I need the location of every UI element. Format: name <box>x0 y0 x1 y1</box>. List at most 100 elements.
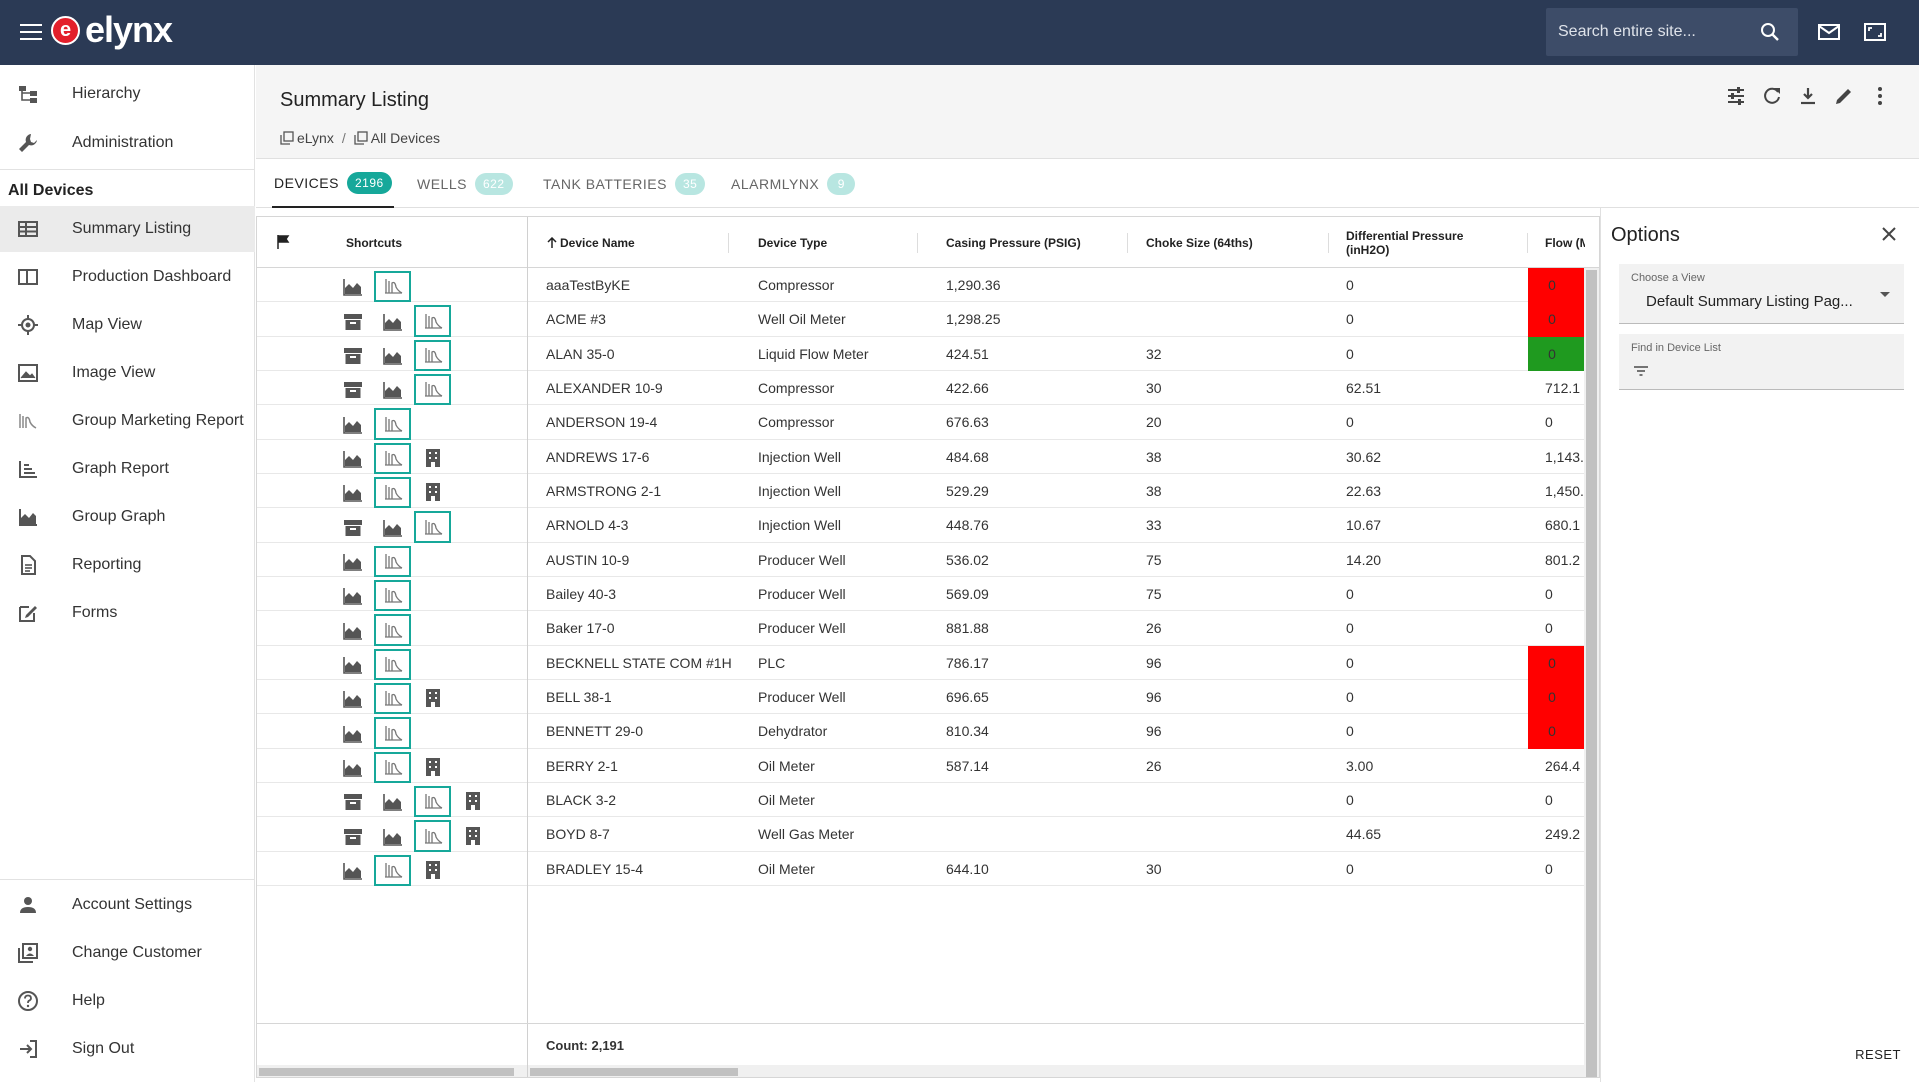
sidebar-item-forms[interactable]: Forms <box>0 590 255 636</box>
cell-device-name[interactable]: ARNOLD 4-3 <box>546 517 629 534</box>
tab-wells[interactable]: WELLS 622 <box>417 160 513 208</box>
trend-shortcut[interactable] <box>414 373 451 406</box>
graph-shortcut[interactable] <box>334 546 371 577</box>
sidebar-item-administration[interactable]: Administration <box>0 120 255 166</box>
site-shortcut[interactable] <box>414 477 451 508</box>
graph-shortcut[interactable] <box>334 477 371 508</box>
trend-shortcut[interactable] <box>374 476 411 509</box>
cell-device-name[interactable]: Bailey 40-3 <box>546 586 617 603</box>
graph-shortcut[interactable] <box>334 717 371 748</box>
cell-device-name[interactable]: ANDERSON 19-4 <box>546 414 658 431</box>
trend-shortcut[interactable] <box>414 785 451 818</box>
column-header-differential-pressure[interactable]: Differential Pressure (inH2O) <box>1346 228 1464 257</box>
column-settings-icon[interactable] <box>1725 85 1747 107</box>
site-shortcut[interactable] <box>414 855 451 886</box>
table-row[interactable]: BLACK 3-2 Oil Meter 0 0 <box>257 783 1585 818</box>
sidebar-item-production-dashboard[interactable]: Production Dashboard <box>0 254 255 300</box>
graph-shortcut[interactable] <box>334 614 371 645</box>
graph-shortcut[interactable] <box>334 443 371 474</box>
breadcrumb-item-all-devices[interactable]: All Devices <box>370 130 440 146</box>
sidebar-item-help[interactable]: Help <box>0 978 255 1024</box>
sidebar-item-hierarchy[interactable]: Hierarchy <box>0 71 255 117</box>
column-header-choke-size[interactable]: Choke Size (64ths) <box>1146 235 1253 250</box>
column-header-device-name[interactable]: Device Name <box>546 217 635 268</box>
graph-shortcut[interactable] <box>334 271 371 302</box>
cell-device-name[interactable]: BLACK 3-2 <box>546 792 617 809</box>
cell-device-name[interactable]: BERRY 2-1 <box>546 757 618 774</box>
scrollbar-thumb[interactable] <box>530 1068 738 1076</box>
column-header-casing-pressure[interactable]: Casing Pressure (PSIG) <box>946 235 1081 250</box>
close-icon[interactable] <box>1881 226 1897 242</box>
trend-shortcut[interactable] <box>374 614 411 646</box>
table-row[interactable]: AUSTIN 10-9 Producer Well 536.02 75 14.20 801… <box>257 543 1585 577</box>
sidebar-item-graph-report[interactable]: Graph Report <box>0 446 255 492</box>
horizontal-scrollbar[interactable] <box>528 1065 1584 1077</box>
cell-device-name[interactable]: Baker 17-0 <box>546 620 615 637</box>
scrollbar-thumb[interactable] <box>1586 270 1597 1077</box>
trend-shortcut[interactable] <box>414 820 451 852</box>
table-row[interactable]: ANDERSON 19-4 Compressor 676.63 20 0 0 <box>257 405 1585 440</box>
column-header-shortcuts[interactable]: Shortcuts <box>346 235 403 250</box>
trend-shortcut[interactable] <box>374 751 411 783</box>
table-row[interactable]: ARMSTRONG 2-1 Injection Well 529.29 38 22.63… <box>257 474 1585 509</box>
graph-shortcut[interactable] <box>374 305 411 336</box>
trend-shortcut[interactable] <box>374 579 411 612</box>
menu-icon[interactable] <box>20 24 42 40</box>
table-row[interactable]: BENNETT 29-0 Dehydrator 810.34 96 0 0 <box>257 714 1585 749</box>
cell-device-name[interactable]: BRADLEY 15-4 <box>546 860 644 877</box>
sidebar-item-map-view[interactable]: Map View <box>0 302 255 348</box>
cell-device-name[interactable]: ARMSTRONG 2-1 <box>546 483 662 500</box>
trend-shortcut[interactable] <box>374 854 411 886</box>
table-row[interactable]: BERRY 2-1 Oil Meter 587.14 26 3.00 264.4 <box>257 749 1585 783</box>
trend-shortcut[interactable] <box>374 682 411 715</box>
graph-shortcut[interactable] <box>374 820 411 851</box>
cell-device-name[interactable]: AUSTIN 10-9 <box>546 551 630 568</box>
cell-device-name[interactable]: BOYD 8-7 <box>546 826 610 843</box>
graph-shortcut[interactable] <box>334 649 371 680</box>
trend-shortcut[interactable] <box>414 511 451 543</box>
table-row[interactable]: aaaTestByKE Compressor 1,290.36 0 0 <box>257 268 1585 303</box>
fullscreen-icon[interactable] <box>1864 22 1886 42</box>
archive-shortcut[interactable] <box>334 786 371 817</box>
table-row[interactable]: ALEXANDER 10-9 Compressor 422.66 30 62.51 712… <box>257 371 1585 406</box>
mail-icon[interactable] <box>1818 22 1840 42</box>
cell-device-name[interactable]: BENNETT 29-0 <box>546 723 643 740</box>
sidebar-item-reporting[interactable]: Reporting <box>0 542 255 588</box>
refresh-icon[interactable] <box>1761 85 1783 107</box>
trend-shortcut[interactable] <box>374 271 411 303</box>
sidebar-item-image-view[interactable]: Image View <box>0 350 255 396</box>
cell-device-name[interactable]: ANDREWS 17-6 <box>546 448 650 465</box>
table-row[interactable]: BELL 38-1 Producer Well 696.65 96 0 0 <box>257 679 1585 715</box>
flag-icon[interactable] <box>275 234 291 250</box>
tab-devices[interactable]: DEVICES 2196 <box>272 160 394 208</box>
cell-device-name[interactable]: ACME #3 <box>546 311 606 328</box>
graph-shortcut[interactable] <box>334 580 371 611</box>
table-row[interactable]: BOYD 8-7 Well Gas Meter 44.65 249.2 <box>257 817 1585 852</box>
trend-shortcut[interactable] <box>374 648 411 680</box>
sidebar-item-account-settings[interactable]: Account Settings <box>0 882 255 928</box>
trend-shortcut[interactable] <box>374 717 411 749</box>
column-header-device-type[interactable]: Device Type <box>758 235 828 250</box>
archive-shortcut[interactable] <box>334 305 371 336</box>
sidebar-item-summary-listing[interactable]: Summary Listing <box>0 206 255 252</box>
choose-view-select[interactable]: Choose a View Default Summary Listing Pa… <box>1619 264 1904 324</box>
sidebar-item-sign-out[interactable]: Sign Out <box>0 1026 255 1072</box>
sidebar-item-change-customer[interactable]: Change Customer <box>0 930 255 976</box>
table-row[interactable]: ARNOLD 4-3 Injection Well 448.76 33 10.67 680… <box>257 508 1585 543</box>
site-shortcut[interactable] <box>454 820 491 851</box>
tab-alarmlynx[interactable]: ALARMLYNX 9 <box>731 160 856 208</box>
site-search-input[interactable]: Search entire site... <box>1546 8 1798 56</box>
trend-shortcut[interactable] <box>374 408 411 440</box>
column-header-flow[interactable]: Flow (MC <box>1545 235 1585 250</box>
archive-shortcut[interactable] <box>334 820 371 851</box>
graph-shortcut[interactable] <box>334 752 371 783</box>
more-vert-icon[interactable] <box>1869 85 1891 107</box>
search-icon[interactable] <box>1760 22 1780 42</box>
cell-device-name[interactable]: ALEXANDER 10-9 <box>546 380 663 397</box>
table-row[interactable]: Bailey 40-3 Producer Well 569.09 75 0 0 <box>257 577 1585 612</box>
table-row[interactable]: ACME #3 Well Oil Meter 1,298.25 0 0 <box>257 302 1585 337</box>
graph-shortcut[interactable] <box>374 511 411 542</box>
archive-shortcut[interactable] <box>334 511 371 542</box>
table-row[interactable]: ANDREWS 17-6 Injection Well 484.68 38 30.62 1… <box>257 440 1585 474</box>
breadcrumb-item-elynx[interactable]: eLynx <box>297 130 334 146</box>
